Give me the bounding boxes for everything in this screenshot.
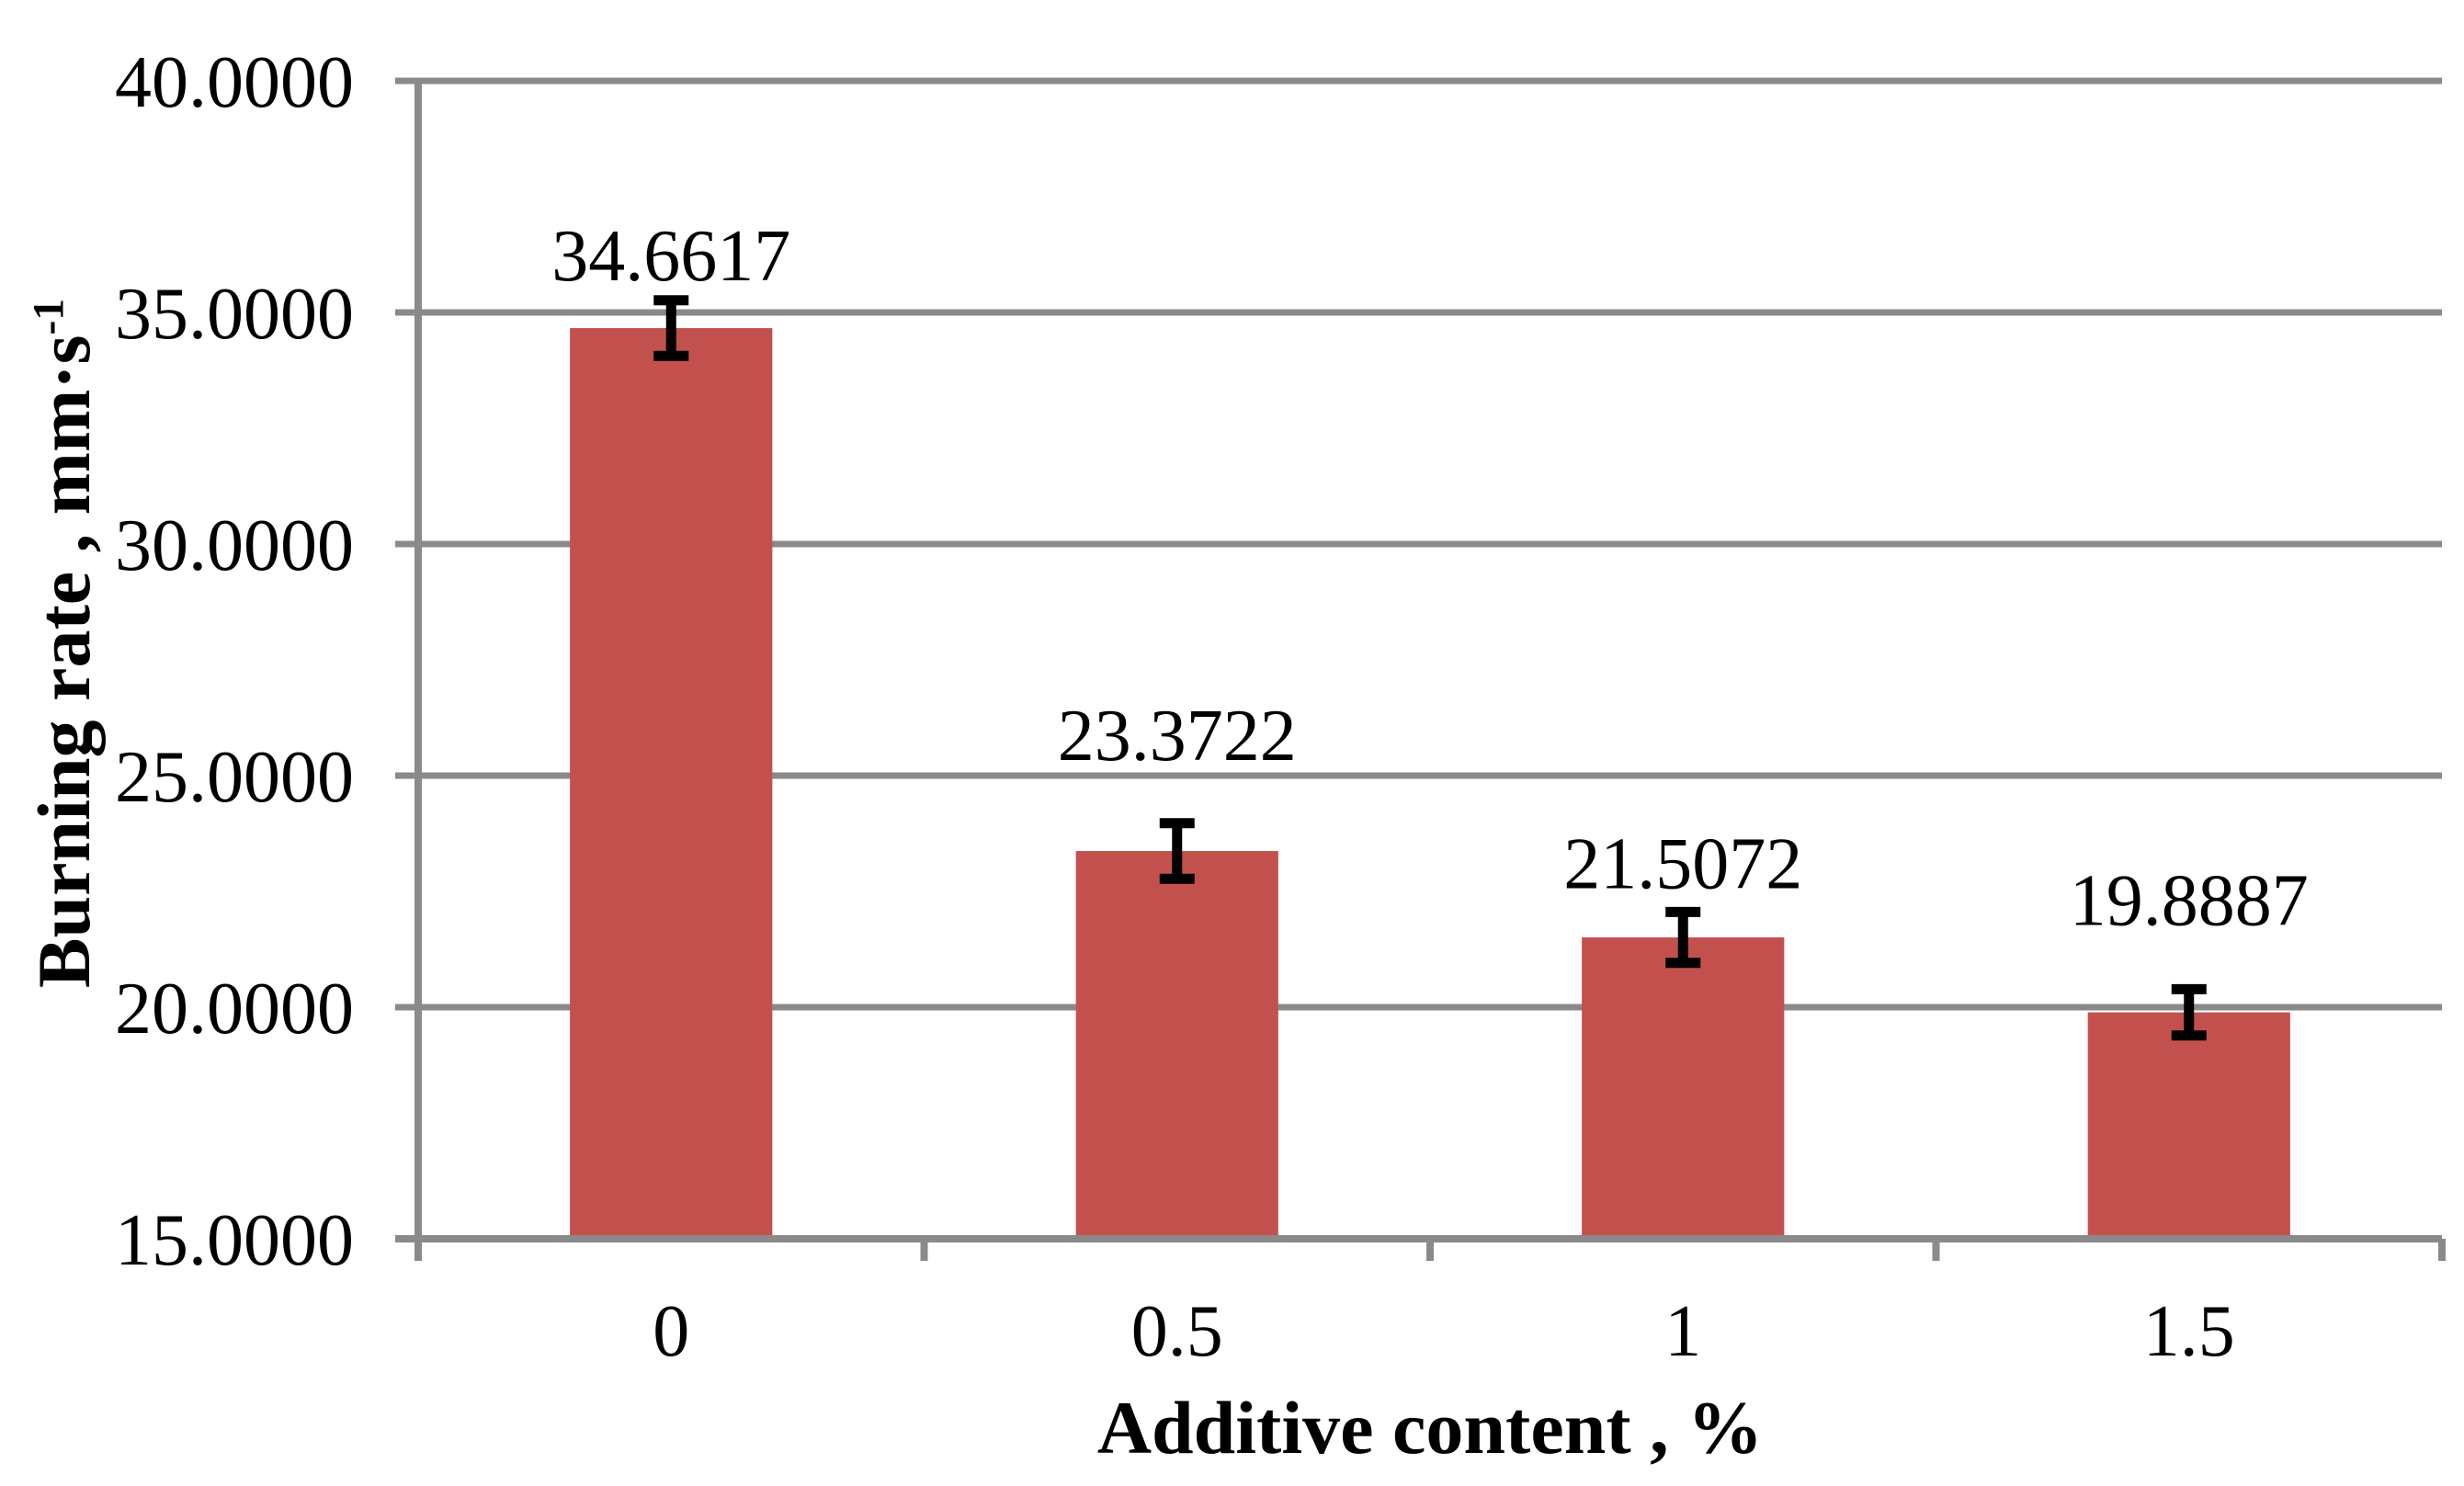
y-axis-title-exponent: -1 — [25, 298, 74, 335]
data-label: 19.8887 — [2070, 860, 2309, 941]
x-tick-label: 0 — [653, 1291, 689, 1372]
bar — [570, 328, 773, 1240]
y-tick-label: 25.0000 — [115, 737, 354, 818]
data-label: 34.6617 — [551, 216, 790, 297]
y-tick-label: 15.0000 — [115, 1200, 354, 1281]
y-axis-title-text: Burning rate , mm·s — [22, 335, 106, 989]
bar — [1075, 851, 1278, 1239]
y-axis-title: Burning rate , mm·s-1 — [18, 0, 110, 1287]
bar — [1582, 937, 1785, 1239]
x-tick-label: 0.5 — [1131, 1291, 1223, 1372]
x-tick-label: 1.5 — [2143, 1291, 2235, 1372]
x-axis-title: Additive content , % — [1096, 1386, 1764, 1469]
bar — [2087, 1012, 2290, 1239]
y-tick-label: 40.0000 — [115, 42, 354, 123]
y-tick-label: 30.0000 — [115, 505, 354, 586]
data-label: 23.3722 — [1058, 696, 1297, 777]
y-tick-label: 35.0000 — [115, 274, 354, 355]
data-label: 21.5072 — [1563, 823, 1802, 904]
x-tick-label: 1 — [1664, 1291, 1701, 1372]
y-tick-label: 20.0000 — [115, 969, 354, 1049]
